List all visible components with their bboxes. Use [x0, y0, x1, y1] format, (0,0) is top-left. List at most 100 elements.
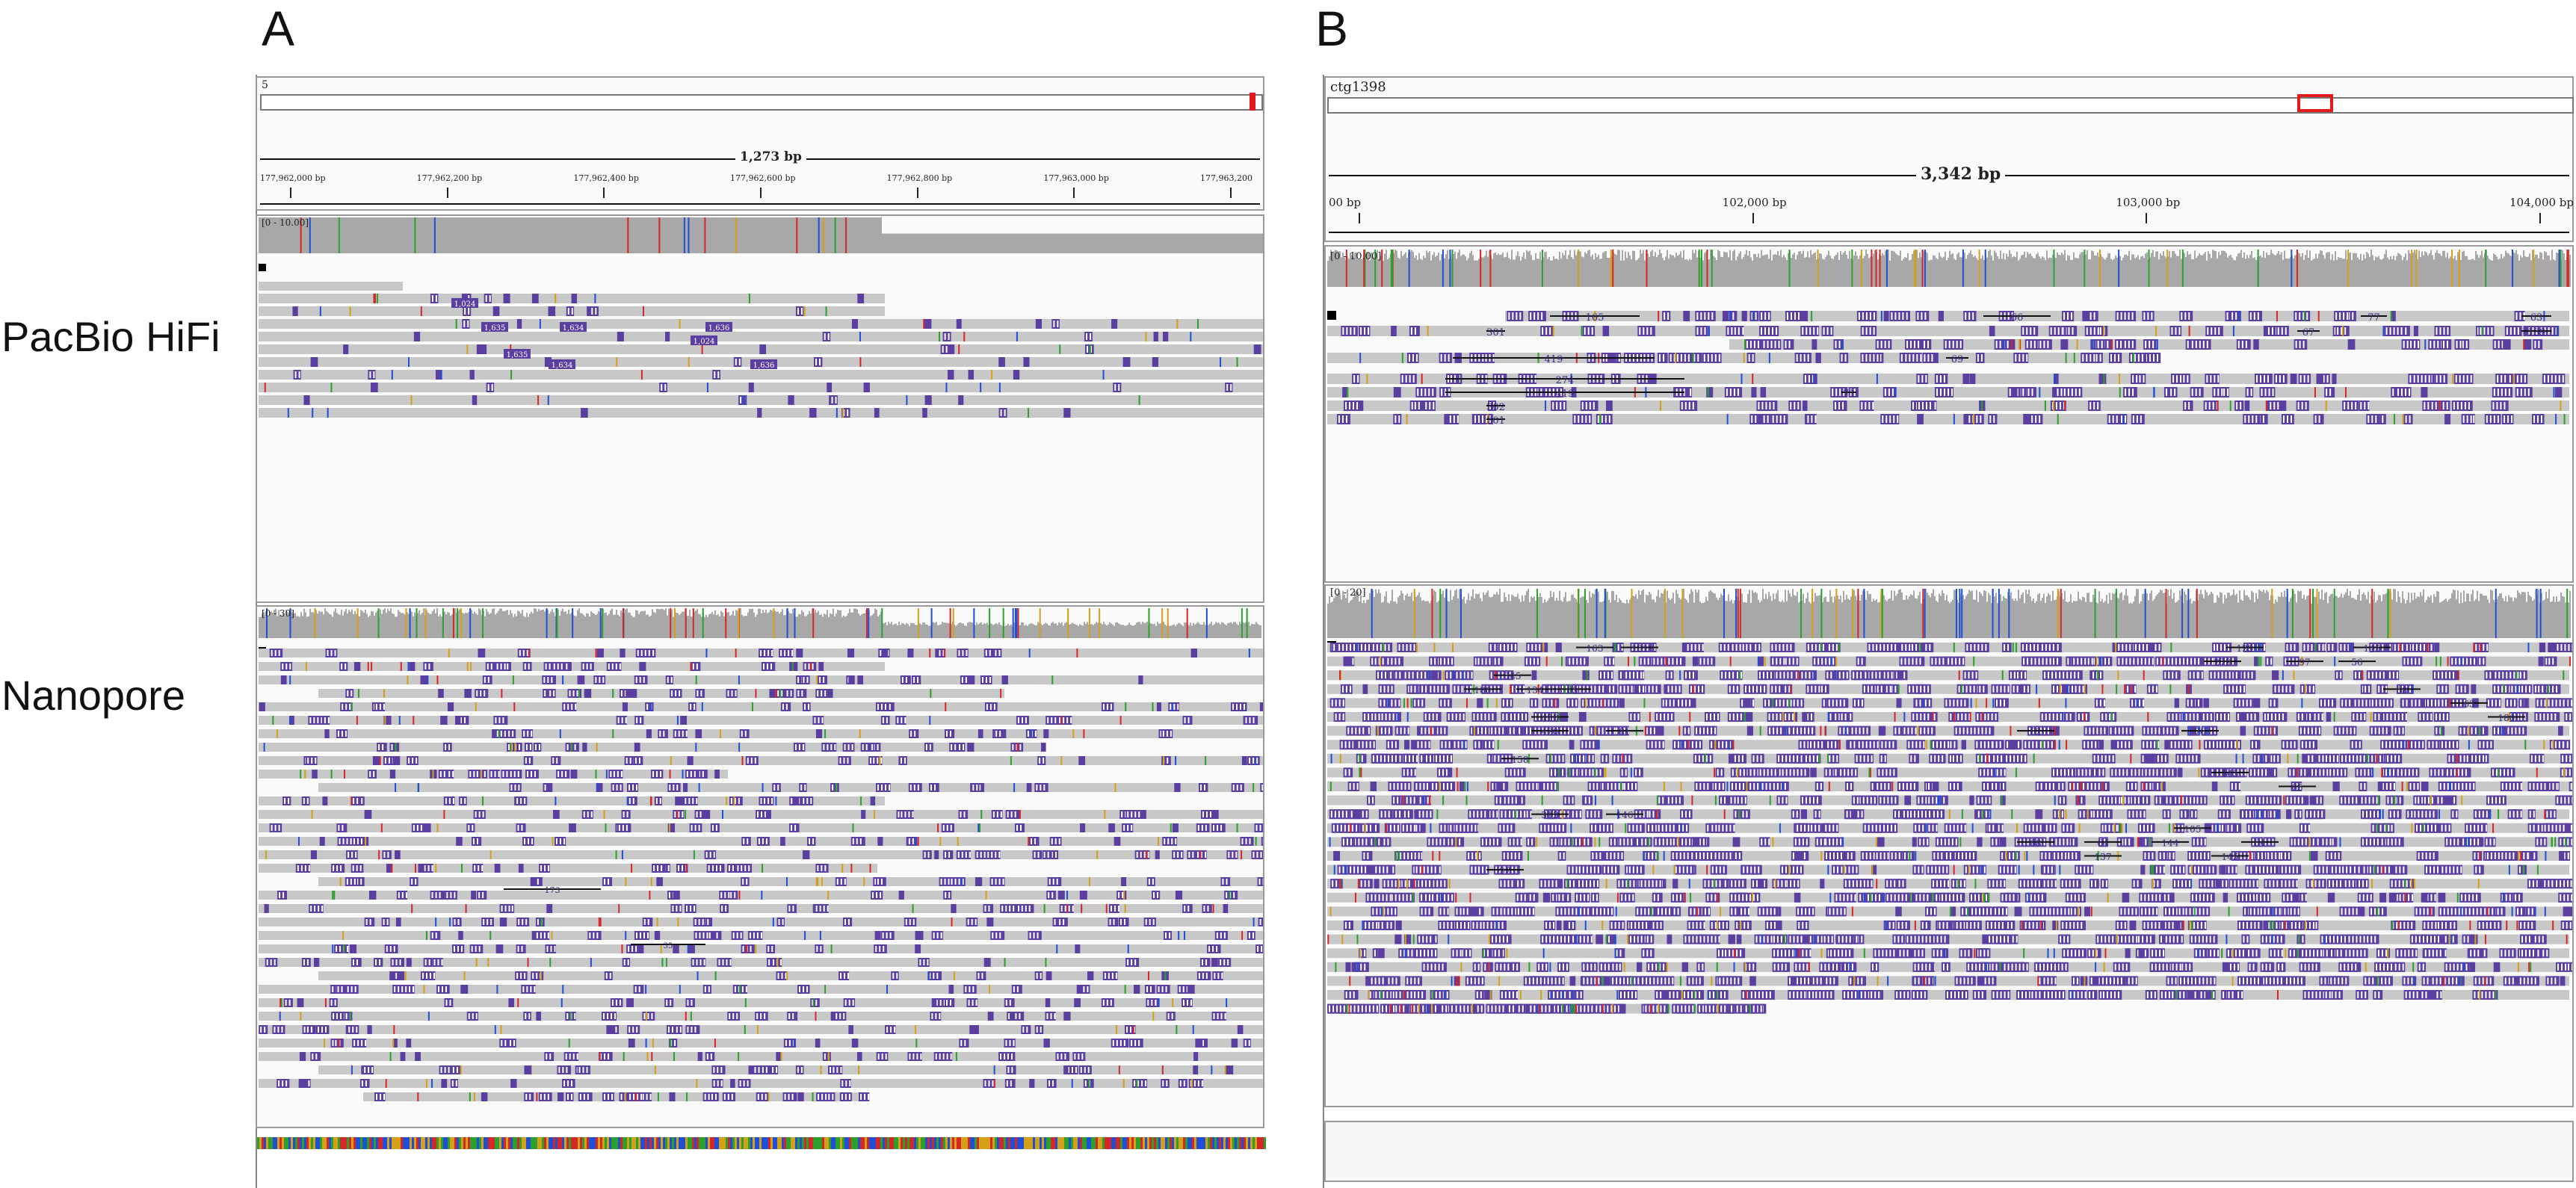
insertion-stripe — [425, 959, 427, 965]
insertion-stripe — [691, 1000, 692, 1006]
mismatch-mark — [824, 985, 826, 994]
coverage-bar — [1241, 234, 1243, 253]
insertion-stripe — [743, 946, 744, 952]
insertion-stripe — [321, 1027, 323, 1033]
mismatch-mark — [549, 958, 551, 967]
coverage-bar — [1441, 254, 1442, 287]
mismatch-mark — [958, 344, 960, 354]
insertion-mark — [504, 294, 510, 303]
mismatch-mark — [1044, 904, 1045, 913]
mismatch-mark — [821, 877, 823, 886]
insertion-stripe — [484, 677, 486, 683]
insertion-stripe — [1086, 333, 1087, 340]
insertion-stripe — [1256, 852, 1258, 858]
coverage-bar — [1082, 625, 1084, 638]
coverage-bar — [1463, 255, 1465, 287]
insertion-stripe — [1131, 825, 1132, 831]
insertion-mark — [975, 877, 982, 886]
insertion-stripe — [338, 825, 339, 831]
coverage-bar — [1073, 624, 1075, 638]
insertion-mark — [390, 770, 395, 779]
insertion-label: 1,636 — [708, 324, 730, 332]
coverage-bar — [1795, 259, 1797, 287]
coverage-bar — [1208, 625, 1209, 638]
coverage-bar — [414, 613, 416, 638]
mismatch-mark — [1241, 608, 1243, 638]
panel-b-ideogram — [1327, 97, 2574, 114]
mismatch-mark — [1010, 756, 1012, 765]
insertion-mark — [818, 662, 824, 671]
coverage-bar — [404, 614, 405, 638]
mismatch-mark — [868, 608, 869, 638]
coverage-bar — [677, 613, 679, 638]
coverage-bar — [965, 234, 967, 253]
insertion-stripe — [930, 785, 932, 791]
insertion-mark — [852, 319, 858, 329]
coverage-bar — [525, 217, 528, 253]
coverage-bar — [972, 622, 973, 638]
coverage-bar — [1423, 256, 1424, 287]
coverage-bar — [454, 217, 456, 253]
insertion-stripe — [452, 1080, 454, 1086]
mismatch-mark — [794, 1039, 795, 1048]
coverage-bar — [644, 610, 646, 638]
insertion-stripe — [590, 663, 592, 669]
insertion-stripe — [606, 973, 608, 979]
mismatch-mark — [612, 729, 614, 738]
coverage-bar — [1030, 623, 1031, 638]
insertion-mark — [620, 649, 625, 658]
coverage-bar — [1804, 258, 1806, 287]
insertion-stripe — [554, 946, 555, 952]
coverage-bar — [1427, 253, 1429, 287]
insertion-stripe — [301, 865, 303, 871]
insertion-mark — [695, 729, 702, 738]
insertion-stripe — [1060, 1054, 1062, 1059]
coverage-bar — [1247, 234, 1250, 253]
coverage-bar — [1762, 256, 1764, 287]
coverage-bar — [958, 234, 960, 253]
insertion-stripe — [484, 690, 485, 696]
coverage-bar — [1551, 261, 1553, 287]
coverage-bar — [583, 615, 584, 638]
insertion-stripe — [1127, 825, 1128, 831]
mismatch-mark — [813, 998, 815, 1007]
mismatch-mark — [333, 891, 335, 900]
mismatch-mark — [551, 931, 552, 940]
insertion-stripe — [561, 663, 563, 669]
insertion-stripe — [1007, 1054, 1009, 1059]
insertion-stripe — [626, 717, 627, 723]
insertion-mark — [986, 918, 993, 926]
coverage-bar — [841, 217, 844, 253]
coverage-bar — [1197, 622, 1199, 638]
insertion-stripe — [274, 959, 276, 965]
insertion-mark — [749, 1065, 754, 1074]
insertion-stripe — [440, 771, 442, 777]
mismatch-mark — [755, 944, 756, 953]
insertion-mark — [797, 1092, 803, 1101]
insertion-stripe — [380, 1094, 381, 1100]
coverage-bar — [1173, 234, 1176, 253]
coverage-bar — [438, 217, 440, 253]
insertion-stripe — [391, 744, 392, 750]
insertion-mark — [259, 1025, 268, 1034]
coverage-bar — [1426, 250, 1427, 287]
mismatch-mark — [994, 1065, 995, 1074]
coverage-bar — [503, 217, 505, 253]
insertion-stripe — [308, 1080, 309, 1086]
mismatch-mark — [1253, 918, 1255, 926]
insertion-stripe — [669, 785, 670, 791]
mismatch-mark — [457, 608, 458, 638]
insertion-mark — [945, 998, 954, 1007]
coverage-bar — [705, 615, 707, 638]
coverage-bar — [1782, 257, 1783, 287]
coverage-bar — [1595, 253, 1596, 287]
insertion-mark — [1193, 1065, 1198, 1074]
